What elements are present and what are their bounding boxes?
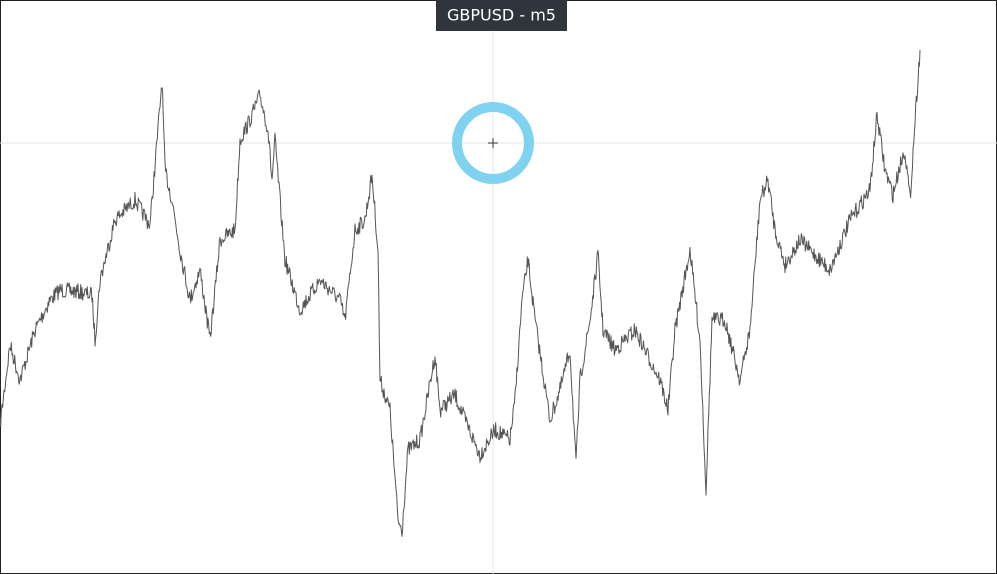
cursor-highlight xyxy=(452,102,534,184)
chart-title: GBPUSD - m5 xyxy=(447,6,556,25)
title-box xyxy=(436,0,567,31)
price-line xyxy=(0,49,921,537)
